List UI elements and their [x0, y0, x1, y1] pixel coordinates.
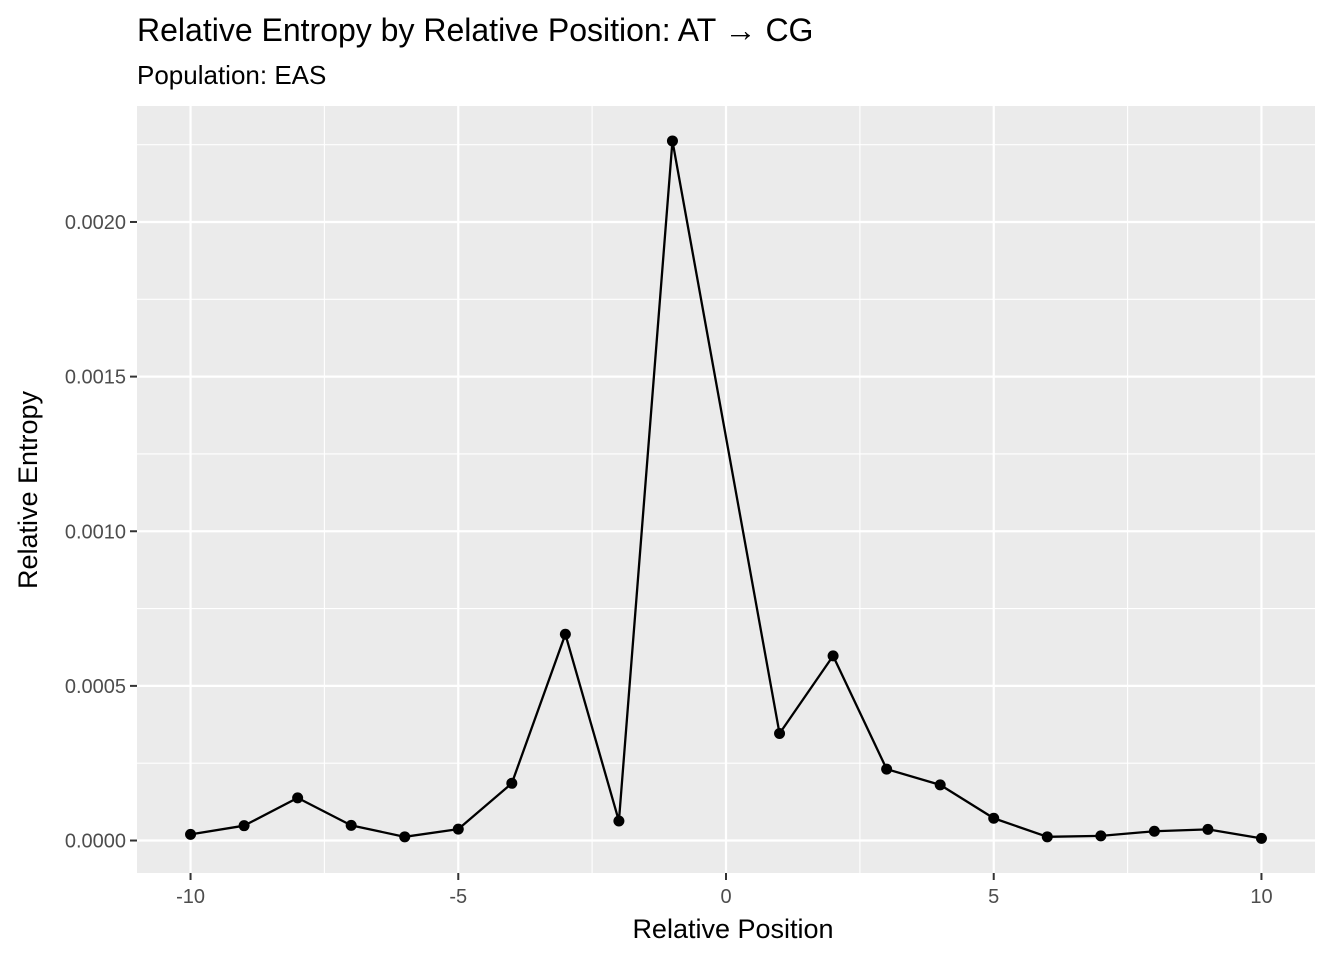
data-point: [934, 779, 946, 791]
data-point: [506, 777, 518, 789]
chart-title: Relative Entropy by Relative Position: A…: [137, 12, 813, 48]
data-point: [292, 792, 304, 804]
data-point: [1255, 832, 1267, 844]
data-point: [559, 628, 571, 640]
data-point: [345, 819, 357, 831]
data-point: [613, 815, 625, 827]
chart-subtitle: Population: EAS: [137, 60, 326, 90]
data-point: [827, 650, 839, 662]
y-tick-label: 0.0000: [65, 831, 126, 853]
data-point: [399, 831, 411, 843]
data-point: [1095, 830, 1107, 842]
major-gridlines: [137, 106, 1315, 873]
y-tick-label: 0.0005: [65, 676, 126, 698]
x-axis-title: Relative Position: [632, 914, 833, 944]
data-point: [774, 728, 786, 740]
axes: -10 -5 0 5 10 0.0000 0.0005 0.0010 0.0015 0.0020: [65, 212, 1273, 908]
data-point: [185, 828, 197, 840]
data-point: [988, 812, 1000, 824]
data-point: [1041, 831, 1053, 843]
y-axis-title: Relative Entropy: [13, 390, 43, 589]
data-point: [666, 135, 678, 147]
data-point: [1148, 825, 1160, 837]
data-point: [238, 820, 250, 832]
series-layer: [185, 135, 1267, 844]
data-point: [881, 763, 893, 775]
x-tick-label: 10: [1250, 886, 1272, 908]
x-tick-label: 5: [988, 886, 999, 908]
y-tick-label: 0.0010: [65, 521, 126, 543]
x-tick-label: -10: [176, 886, 205, 908]
data-point: [1202, 823, 1214, 835]
series-line: [190, 139, 1262, 840]
x-tick-label: 0: [720, 886, 731, 908]
x-tick-label: -5: [449, 886, 467, 908]
y-tick-label: 0.0020: [65, 212, 126, 234]
data-point: [452, 823, 464, 835]
y-tick-label: 0.0015: [65, 367, 126, 389]
